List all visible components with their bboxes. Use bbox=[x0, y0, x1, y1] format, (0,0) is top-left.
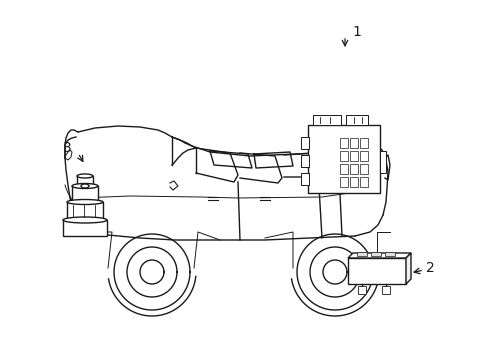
Text: 3: 3 bbox=[62, 141, 71, 155]
Bar bbox=[77, 176, 93, 186]
Ellipse shape bbox=[81, 184, 89, 188]
Ellipse shape bbox=[67, 199, 103, 204]
Bar bbox=[384, 252, 394, 256]
Bar bbox=[312, 115, 340, 125]
Bar bbox=[370, 252, 380, 256]
Bar bbox=[339, 164, 347, 174]
Bar bbox=[359, 151, 367, 161]
Ellipse shape bbox=[77, 174, 93, 178]
Bar bbox=[379, 151, 385, 173]
Bar bbox=[301, 137, 308, 149]
Bar bbox=[359, 138, 367, 148]
Bar bbox=[359, 177, 367, 187]
Bar bbox=[63, 220, 107, 236]
Bar bbox=[307, 125, 379, 193]
Text: 2: 2 bbox=[425, 261, 433, 275]
Ellipse shape bbox=[72, 184, 98, 189]
Bar bbox=[359, 164, 367, 174]
Bar bbox=[357, 286, 365, 294]
Text: 1: 1 bbox=[352, 25, 361, 39]
Bar bbox=[301, 155, 308, 167]
Bar bbox=[349, 177, 357, 187]
Polygon shape bbox=[347, 253, 410, 258]
Ellipse shape bbox=[63, 217, 107, 223]
Bar bbox=[349, 164, 357, 174]
Bar bbox=[301, 173, 308, 185]
Bar bbox=[339, 151, 347, 161]
Bar bbox=[339, 177, 347, 187]
Bar bbox=[349, 138, 357, 148]
Bar bbox=[339, 138, 347, 148]
Bar bbox=[72, 186, 98, 202]
Bar bbox=[346, 115, 367, 125]
Bar bbox=[349, 151, 357, 161]
Bar bbox=[356, 252, 366, 256]
Bar bbox=[347, 258, 405, 284]
Polygon shape bbox=[405, 253, 410, 284]
Bar bbox=[381, 286, 389, 294]
Bar bbox=[67, 202, 103, 220]
